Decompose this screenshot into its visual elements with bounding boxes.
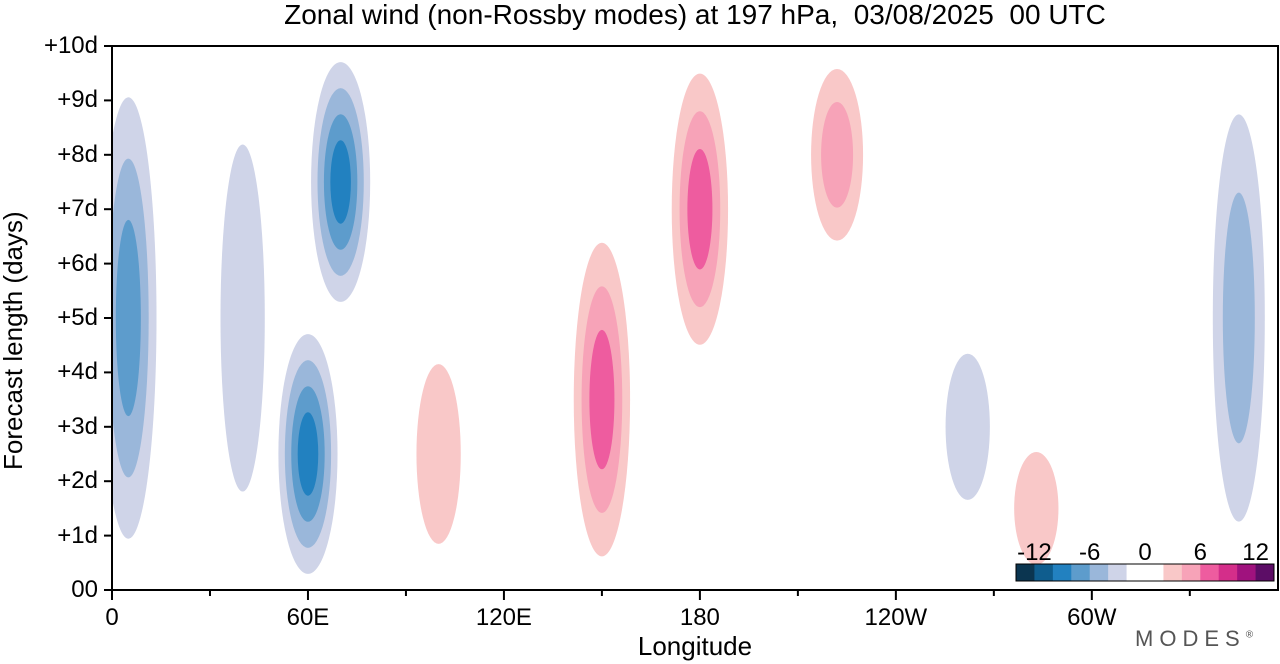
colorbar-tick-label: -12 — [1017, 539, 1052, 566]
contour-band — [416, 364, 461, 544]
wind-anomaly-10 — [1202, 46, 1275, 590]
x-tick-label: 120E — [475, 604, 532, 631]
colorbar-swatch — [1237, 564, 1257, 581]
contour-band — [821, 102, 854, 208]
x-tick-label: 0 — [105, 604, 119, 631]
wind-anomaly-8 — [931, 308, 1004, 546]
y-tick-label: +4d — [57, 358, 98, 386]
contour-band — [297, 412, 319, 496]
heatmap-field — [112, 46, 1278, 590]
wind-anomaly-1 — [206, 46, 279, 590]
y-tick-label: +8d — [57, 140, 98, 168]
colorbar-tick-label: 12 — [1242, 539, 1269, 566]
axis-ticks — [104, 45, 1191, 600]
x-tick-label: 180 — [679, 604, 720, 631]
y-tick-label: +2d — [57, 467, 98, 495]
wind-anomaly-5 — [565, 199, 638, 590]
y-tick-label: +1d — [57, 521, 98, 549]
contour-band — [330, 140, 351, 224]
colorbar-swatch — [1163, 564, 1183, 581]
y-tick-label: +10d — [43, 32, 98, 59]
y-tick-label: +9d — [57, 86, 98, 114]
colorbar-tick-label: 0 — [1138, 539, 1151, 566]
wind-anomaly-9 — [1000, 416, 1073, 590]
colorbar-swatch — [1200, 564, 1220, 581]
x-tick-label: 60W — [1067, 604, 1117, 631]
wind-anomaly-0 — [112, 46, 165, 590]
colorbar-swatch — [1126, 564, 1146, 581]
contour-band — [589, 329, 615, 470]
contour-band — [115, 219, 141, 417]
contour-band — [1014, 452, 1059, 565]
colorbar-frame — [1015, 563, 1275, 582]
colorbar-swatch — [1145, 564, 1164, 581]
colorbar-swatch — [1034, 564, 1054, 581]
brand-logo: MODES® — [1135, 626, 1254, 651]
x-axis-label: Longitude — [637, 631, 753, 661]
contour-band — [945, 353, 990, 500]
x-tick-label: 60E — [286, 604, 330, 631]
y-tick-label: +3d — [57, 412, 98, 440]
colorbar-swatch — [1016, 564, 1035, 581]
colorbar-swatch — [1052, 564, 1072, 581]
y-tick-label: +7d — [57, 195, 98, 223]
wind-anomaly-3 — [304, 46, 377, 328]
contour-band — [687, 148, 713, 270]
chart-title: Zonal wind (non-Rossby modes) at 197 hPa… — [284, 0, 1106, 30]
wind-anomaly-7 — [801, 46, 874, 274]
colorbar-tick-label: -6 — [1079, 539, 1100, 566]
contour-band — [1222, 192, 1255, 444]
colorbar-swatch — [1089, 564, 1109, 581]
colorbar-tick-label: 6 — [1194, 539, 1207, 566]
x-tick-label: 120W — [864, 604, 928, 631]
colorbar: -12 -6 0 6 12 — [1015, 539, 1275, 582]
y-tick-label: 00 — [71, 576, 98, 603]
y-axis-label: Forecast length (days) — [0, 211, 28, 470]
colorbar-swatch — [1071, 564, 1091, 581]
colorbar-swatch — [1255, 564, 1275, 581]
colorbar-swatch — [1218, 564, 1238, 581]
wind-anomaly-4 — [402, 308, 475, 590]
contour-band — [220, 144, 265, 492]
wind-anomaly-6 — [663, 46, 736, 383]
colorbar-swatch — [1108, 564, 1128, 581]
y-tick-label: +5d — [57, 304, 98, 331]
colorbar-swatch — [1181, 564, 1201, 581]
wind-anomaly-2 — [271, 308, 344, 590]
y-tick-label: +6d — [57, 249, 98, 277]
